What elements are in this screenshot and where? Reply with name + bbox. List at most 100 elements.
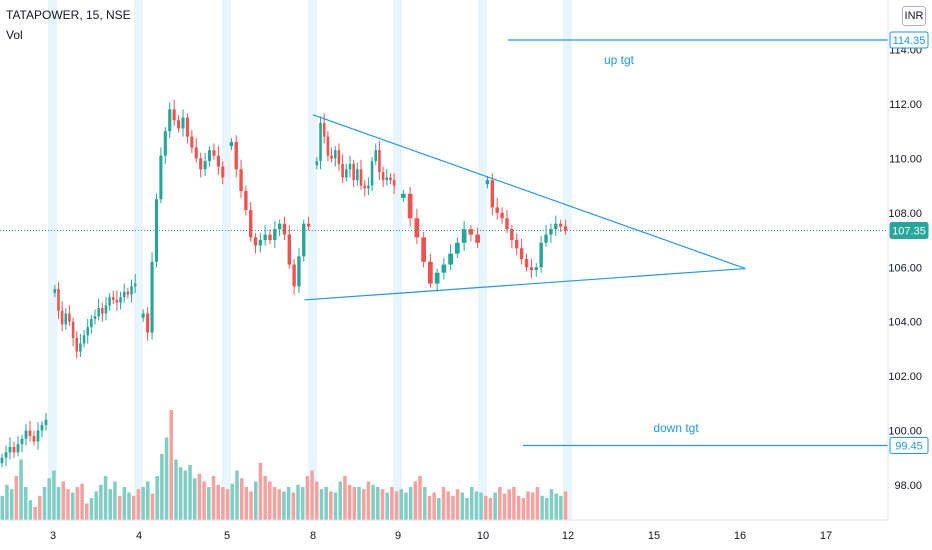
volume-bar [235, 470, 239, 520]
candle-body [544, 234, 548, 243]
candle-body [563, 226, 568, 231]
volume-bar [9, 489, 14, 520]
trend-drawings [0, 39, 888, 447]
candle-body [558, 223, 563, 227]
volume-bar [305, 476, 310, 520]
annotation-label: up tgt [604, 53, 635, 67]
candle-body [524, 259, 529, 268]
candle-body [322, 123, 326, 137]
time-tick-label: 3 [50, 530, 56, 542]
candle-body [428, 261, 433, 284]
volume-bar [385, 492, 389, 520]
candle-body [534, 267, 538, 270]
volume-bar [155, 476, 159, 520]
candle-body [24, 430, 28, 439]
candle-body [441, 264, 447, 273]
candle-body [79, 343, 82, 352]
volume-bar [347, 484, 352, 520]
candle-body [319, 123, 322, 162]
volume-bar [343, 476, 347, 520]
session-separators [48, 0, 572, 520]
candle-body [333, 150, 337, 159]
volume-bar [52, 470, 56, 520]
volume-bars [0, 410, 568, 520]
symbol-title: TATAPOWER, 15, NSE [6, 8, 131, 22]
candle-body [258, 240, 263, 246]
volume-bar [549, 489, 554, 520]
candle-body [115, 299, 119, 303]
candle-body [468, 229, 474, 235]
time-axis: 3 4 5 8 9 10 12 15 16 17 [0, 519, 888, 542]
volume-bar [422, 487, 427, 520]
volume-bar [474, 491, 479, 520]
volume-bar [197, 473, 202, 520]
volume-bar [559, 495, 563, 520]
volume-bar [512, 487, 516, 520]
trend-line-upper [312, 114, 746, 270]
volume-bar [427, 495, 432, 520]
volume-bar [498, 487, 502, 520]
candle-body [434, 272, 440, 284]
volume-bar [446, 491, 450, 520]
candle-body [273, 229, 277, 241]
volume-bar [188, 465, 192, 520]
candle-body [82, 335, 86, 344]
volume-bar [225, 489, 230, 520]
volume-bar [366, 481, 371, 520]
volume-bar [113, 481, 117, 520]
volume-bar [192, 478, 197, 520]
volume-bar [211, 476, 216, 520]
volume-bar [408, 487, 413, 520]
price-badge-label: 107.35 [892, 226, 926, 238]
currency-button[interactable]: INR [902, 6, 926, 26]
volume-bar [42, 487, 47, 520]
price-badge [889, 437, 929, 455]
candle-body [212, 150, 216, 156]
price-tick-label: 100.00 [888, 426, 922, 438]
candle-body [28, 430, 32, 437]
volume-bar [535, 487, 540, 520]
price-badge-label: 114.35 [893, 35, 926, 47]
volume-bar [23, 487, 28, 520]
candle-body [12, 446, 16, 453]
volume-bar [127, 492, 131, 520]
volume-bar [268, 481, 272, 520]
candle-body [199, 158, 203, 170]
candle-body [370, 161, 374, 186]
session-band [563, 0, 572, 520]
price-tick-label: 98.00 [894, 480, 922, 492]
volume-bar [122, 487, 127, 520]
volume-bar [141, 487, 145, 520]
volume-bar [80, 483, 84, 520]
volume-bar [310, 470, 314, 520]
candle-body [130, 286, 133, 295]
volume-bar [488, 498, 493, 520]
candle-body [20, 438, 24, 445]
volume-bar [300, 487, 305, 520]
candle-body [190, 136, 194, 148]
candle-body [345, 169, 348, 178]
candle-body [216, 155, 220, 167]
price-tick-label: 104.00 [888, 317, 922, 329]
volume-bar [99, 484, 103, 520]
volume-bar [455, 489, 460, 520]
candle-body [234, 142, 238, 170]
volume-bar [75, 487, 80, 520]
price-tick-label: 112.00 [889, 99, 922, 111]
candle-body [287, 234, 291, 265]
volume-bar [94, 491, 98, 520]
candle-body [297, 256, 301, 287]
candle-body [40, 425, 44, 431]
candle-body [378, 150, 381, 173]
volume-bar [160, 454, 164, 520]
volume-bar [263, 476, 267, 520]
volume-bar [516, 495, 521, 520]
session-band [308, 0, 317, 520]
time-tick-label: 4 [136, 530, 142, 542]
volume-bar [146, 481, 150, 520]
volume-bar [33, 506, 37, 520]
candle-body [385, 177, 389, 181]
candle-body [495, 207, 499, 213]
volume-bar [563, 491, 568, 520]
